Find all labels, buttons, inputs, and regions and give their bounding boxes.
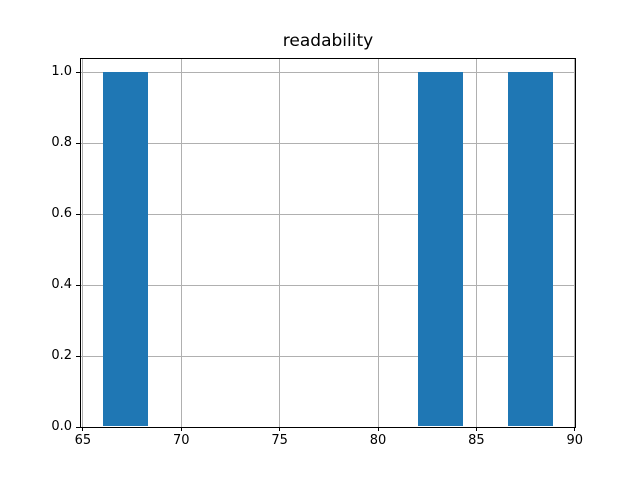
y-tick-label: 0.0 (51, 419, 72, 434)
x-gridline-80 (377, 58, 379, 427)
y-tick-0.8 (76, 142, 80, 144)
y-tick-label: 0.8 (51, 135, 72, 151)
histogram-bar (418, 71, 464, 427)
y-tick-label: 0.4 (51, 277, 72, 293)
x-tick-label: 90 (566, 433, 584, 448)
x-gridline-65 (82, 58, 84, 427)
histogram-bar (102, 71, 148, 427)
x-tick-75 (279, 427, 281, 431)
x-gridline-90 (574, 58, 575, 427)
y-gridline-0.8 (81, 142, 575, 144)
x-tick-65 (82, 427, 84, 431)
x-tick-90 (574, 427, 576, 431)
x-gridline-85 (475, 58, 477, 427)
x-tick-70 (180, 427, 182, 431)
plot-area (80, 57, 576, 428)
y-gridline-0 (81, 427, 575, 428)
y-gridline-0.6 (81, 213, 575, 215)
y-tick-0.2 (76, 355, 80, 357)
x-tick-label: 85 (468, 433, 485, 448)
x-tick-80 (377, 427, 379, 431)
y-gridline-1 (81, 71, 575, 73)
y-tick-0 (76, 426, 80, 428)
y-gridline-0.4 (81, 284, 575, 286)
y-tick-0.4 (76, 284, 80, 286)
y-tick-1 (76, 71, 80, 73)
x-tick-label: 80 (369, 433, 387, 448)
x-tick-label: 65 (74, 433, 92, 448)
y-tick-label: 0.2 (51, 348, 72, 364)
x-tick-85 (475, 427, 477, 431)
y-gridline-0.2 (81, 355, 575, 357)
y-tick-label: 0.6 (51, 206, 72, 222)
x-gridline-75 (279, 58, 281, 427)
x-gridline-70 (180, 58, 182, 427)
histogram-bar (508, 71, 554, 427)
x-tick-label: 70 (173, 433, 190, 448)
y-tick-0.6 (76, 213, 80, 215)
y-tick-label: 1.0 (51, 64, 72, 80)
x-tick-label: 75 (271, 433, 288, 448)
chart-title: readability (282, 31, 374, 51)
